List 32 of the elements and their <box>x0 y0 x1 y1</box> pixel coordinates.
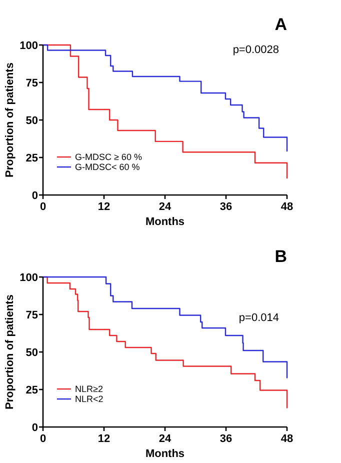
y-tick-label: 50 <box>26 114 38 127</box>
y-tick-label: 75 <box>26 309 38 322</box>
legend-label: NLR≥2 <box>75 384 103 394</box>
annotation: p=0.014 <box>238 312 279 324</box>
x-axis-title: Months <box>145 448 185 460</box>
x-axis-title: Months <box>145 216 185 228</box>
x-tick-label: 0 <box>40 201 46 213</box>
chart-title: B <box>274 247 287 266</box>
y-tick-label: 25 <box>26 384 38 396</box>
x-tick-label: 0 <box>40 433 46 445</box>
x-tick-label: 12 <box>98 201 110 213</box>
x-tick-label: 48 <box>280 433 294 445</box>
y-tick-label: 100 <box>20 40 38 52</box>
y-tick-label: 0 <box>32 422 38 434</box>
x-tick-label: 36 <box>220 201 232 213</box>
y-tick-label: 50 <box>26 346 38 359</box>
legend-label: G-MDSC ≥ 60 % <box>75 152 142 162</box>
legend-label: G-MDSC< 60 % <box>75 162 140 172</box>
chart-title: A <box>274 15 287 34</box>
x-tick-label: 24 <box>158 201 172 213</box>
x-tick-label: 36 <box>220 433 232 445</box>
y-axis-title: Proportion of patients <box>4 62 16 178</box>
legend-label: NLR<2 <box>75 394 104 404</box>
y-tick-label: 0 <box>32 190 38 202</box>
y-axis-title: Proportion of patients <box>4 294 16 410</box>
y-tick-label: 25 <box>26 152 38 164</box>
y-tick-label: 100 <box>20 272 38 284</box>
y-tick-label: 75 <box>26 77 38 90</box>
annotation: p=0.0028 <box>232 44 279 56</box>
x-tick-label: 24 <box>158 433 172 445</box>
x-tick-label: 48 <box>280 201 294 213</box>
x-tick-label: 12 <box>98 433 110 445</box>
